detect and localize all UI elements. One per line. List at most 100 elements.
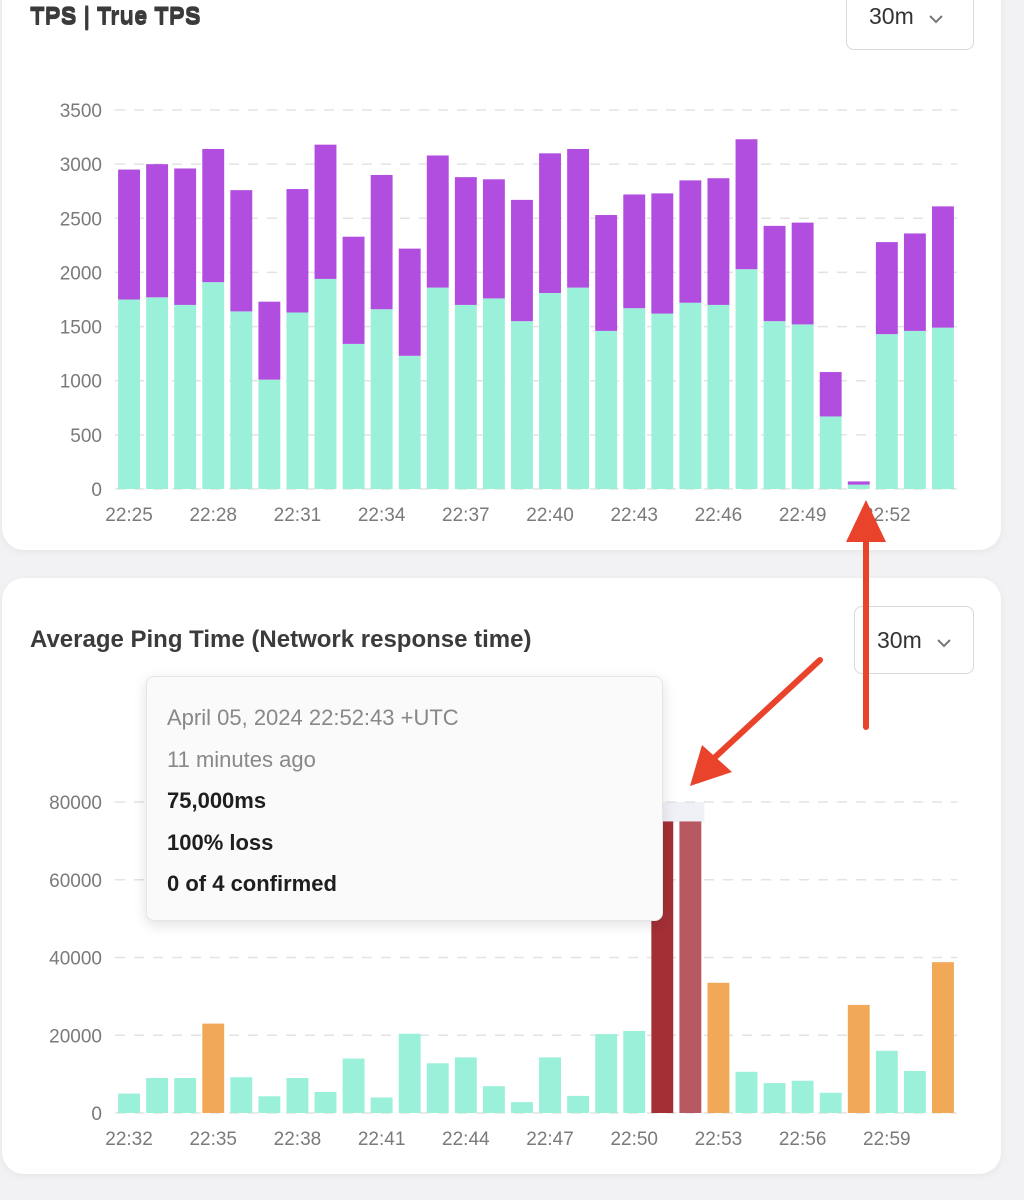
bar <box>791 1080 814 1113</box>
bar-tps <box>174 168 197 305</box>
bar <box>258 1096 281 1113</box>
bar-true-tps <box>511 321 533 489</box>
tps-title-text: TPS | True TPS <box>30 2 201 29</box>
y-tick-label: 0 <box>91 1104 102 1125</box>
x-tick-label: 22:28 <box>189 505 237 526</box>
bar <box>875 1050 898 1113</box>
x-tick-label: 22:41 <box>358 1129 406 1150</box>
bar-tps <box>651 193 674 314</box>
bar <box>932 962 954 1113</box>
x-tick-label: 22:50 <box>610 1129 658 1150</box>
bar <box>454 1057 477 1113</box>
bar <box>174 1078 197 1113</box>
y-tick-label: 60000 <box>49 871 102 892</box>
bar <box>707 982 730 1113</box>
bar <box>735 1071 758 1113</box>
bar-tps <box>454 177 477 305</box>
bar-tps <box>146 164 169 298</box>
bar-true-tps <box>903 330 926 489</box>
bar-true-tps <box>791 324 814 489</box>
bar-tps <box>118 169 140 300</box>
bar-tps <box>398 248 421 356</box>
bar-true-tps <box>426 287 449 489</box>
tooltip-loss: 100% loss <box>167 829 274 855</box>
bar-true-tps <box>819 416 842 489</box>
x-tick-label: 22:47 <box>526 1129 574 1150</box>
bar-tps <box>903 233 926 331</box>
bar-true-tps <box>735 269 758 489</box>
x-tick-label: 22:43 <box>610 505 658 526</box>
bar-tps <box>735 139 758 270</box>
x-tick-label: 22:34 <box>358 505 406 526</box>
bar-tps <box>763 225 786 322</box>
bar <box>903 1071 926 1113</box>
bar-true-tps <box>342 343 365 489</box>
tps-chart: 0 500 1000 1500 2000 2500 3000 3500 22:25 22:28 22… <box>60 101 957 526</box>
bar <box>230 1077 253 1113</box>
bar-tps <box>707 178 730 305</box>
bar-true-tps <box>679 302 702 489</box>
ping-title: Average Ping Time (Network response time… <box>30 626 532 653</box>
bar-tps <box>819 372 842 417</box>
bar-true-tps <box>202 282 225 489</box>
x-tick-label: 22:37 <box>442 505 490 526</box>
tps-range-select[interactable]: 30m <box>846 0 974 50</box>
x-tick-label: 22:53 <box>695 1129 743 1150</box>
bar-true-tps <box>454 304 477 489</box>
bar-true-tps <box>174 304 197 489</box>
bar-true-tps <box>230 311 253 489</box>
x-tick-label: 22:59 <box>863 1129 911 1150</box>
bar <box>539 1057 561 1113</box>
ping-range-select[interactable]: 30m <box>854 606 974 674</box>
bar-true-tps <box>623 308 646 489</box>
tooltip-confirmed: 0 of 4 confirmed <box>167 871 337 896</box>
x-tick-label: 22:46 <box>695 505 743 526</box>
tps-title: TPS | True TPS <box>30 4 201 31</box>
bar-true-tps <box>314 278 337 489</box>
bar <box>286 1078 309 1113</box>
bar-tps <box>539 153 561 294</box>
bar <box>146 1078 169 1113</box>
bar-true-tps <box>482 298 505 489</box>
bar-tps <box>342 236 365 344</box>
bar-tps <box>623 194 646 309</box>
ping-range-value: 30m <box>877 626 922 653</box>
bar-tps <box>258 301 281 380</box>
y-tick-label: 500 <box>70 426 102 447</box>
x-tick-label: 22:56 <box>779 1129 827 1150</box>
bar-tps <box>567 148 590 288</box>
x-tick-label: 22:52 <box>863 505 911 526</box>
bar-tps <box>314 144 337 279</box>
bar-true-tps <box>595 330 618 489</box>
x-tick-label: 22:25 <box>105 505 153 526</box>
bar <box>426 1063 449 1113</box>
chevron-down-icon <box>928 3 944 30</box>
bar <box>482 1086 505 1113</box>
bar <box>847 1004 870 1113</box>
bar <box>314 1092 337 1113</box>
bar <box>342 1058 365 1113</box>
ping-tooltip: April 05, 2024 22:52:43 +UTC 11 minutes … <box>146 676 663 921</box>
bar-true-tps <box>539 293 561 489</box>
x-tick-label: 22:31 <box>274 505 322 526</box>
bar-true-tps <box>398 355 421 489</box>
bar-tps <box>847 481 870 485</box>
bar-true-tps <box>370 309 393 489</box>
bar-tps <box>511 199 533 322</box>
y-tick-label: 80000 <box>49 793 102 814</box>
y-tick-label: 1500 <box>60 318 102 339</box>
chevron-down-icon <box>936 627 952 654</box>
bar-true-tps <box>286 312 309 489</box>
bar-tps <box>426 155 449 288</box>
bar-true-tps <box>567 287 590 489</box>
bar <box>819 1092 842 1113</box>
bar <box>398 1033 421 1113</box>
tps-range-value: 30m <box>869 2 914 29</box>
bar <box>567 1095 590 1113</box>
x-tick-label: 22:49 <box>779 505 827 526</box>
x-tick-label: 22:35 <box>189 1129 237 1150</box>
y-tick-label: 1000 <box>60 372 102 393</box>
bar-true-tps <box>932 327 954 489</box>
bar-tps <box>230 190 253 312</box>
